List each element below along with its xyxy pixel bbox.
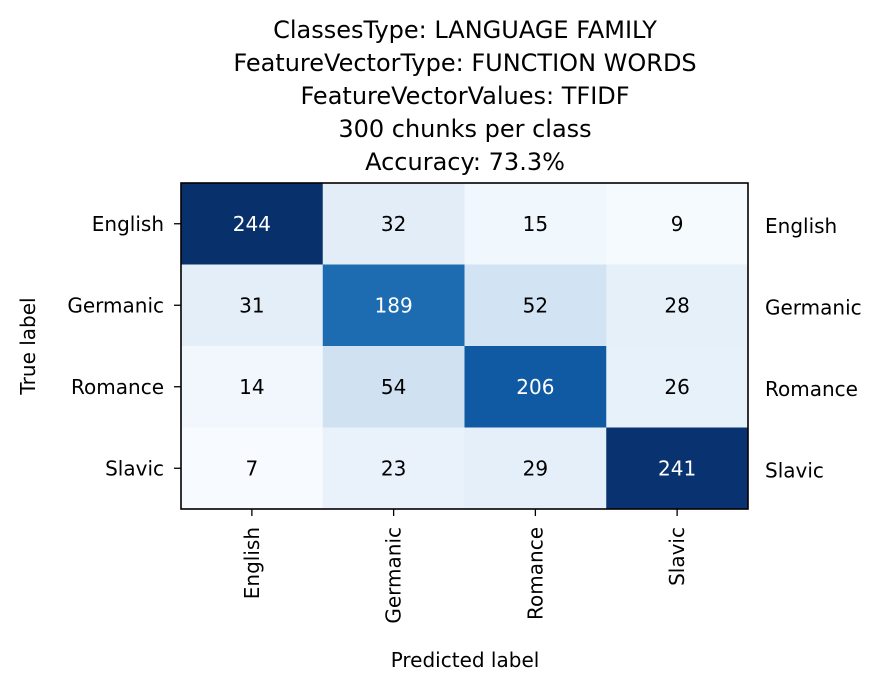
x-tick-label: English bbox=[240, 527, 264, 599]
cell-value-label: 15 bbox=[523, 212, 548, 236]
heatmap-cell bbox=[464, 183, 607, 265]
heatmap-cell bbox=[464, 427, 607, 510]
heatmap-cell bbox=[606, 427, 749, 510]
cell-value-label: 244 bbox=[233, 212, 271, 236]
title-line: 300 chunks per class bbox=[338, 115, 591, 143]
title-line: ClassesType: LANGUAGE FAMILY bbox=[273, 16, 657, 44]
cell-value-label: 31 bbox=[239, 293, 264, 317]
cell-value-label: 9 bbox=[671, 212, 684, 236]
cell-value-label: 32 bbox=[381, 212, 406, 236]
heatmap-cell bbox=[322, 183, 465, 265]
x-tick-label: Germanic bbox=[382, 527, 406, 624]
chart-title: ClassesType: LANGUAGE FAMILY FeatureVecto… bbox=[233, 16, 696, 176]
y-tick-label: English bbox=[92, 212, 164, 236]
heatmap-cell bbox=[322, 264, 465, 347]
cell-value-label: 241 bbox=[658, 456, 696, 480]
x-tick-label: Slavic bbox=[665, 527, 689, 586]
right-row-label: Romance bbox=[765, 377, 858, 401]
heatmap-cell bbox=[464, 264, 607, 347]
heatmap-cell bbox=[181, 427, 324, 510]
y-tick-label: Slavic bbox=[105, 456, 164, 480]
right-row-label: English bbox=[765, 214, 837, 238]
cell-value-label: 26 bbox=[664, 375, 689, 399]
cell-value-label: 7 bbox=[246, 456, 259, 480]
heatmap-cell bbox=[322, 346, 465, 428]
cell-value-label: 28 bbox=[664, 293, 689, 317]
heatmap-cell bbox=[181, 183, 324, 265]
right-row-label: Slavic bbox=[765, 458, 824, 482]
heatmap-cell bbox=[181, 264, 324, 347]
y-tick-label: Germanic bbox=[67, 293, 164, 317]
cell-value-label: 189 bbox=[375, 293, 413, 317]
plot-frame bbox=[180, 182, 749, 510]
cell-value-label: 14 bbox=[239, 375, 264, 399]
cell-value-label: 29 bbox=[523, 456, 548, 480]
cell-value-label: 23 bbox=[381, 456, 406, 480]
heatmap-cell bbox=[322, 427, 465, 510]
axis-ticks: English Germanic Romance Slavic English Germa… bbox=[67, 212, 861, 624]
cell-value-label: 54 bbox=[381, 375, 406, 399]
title-line: Accuracy: 73.3% bbox=[365, 148, 565, 176]
x-tick-label: Romance bbox=[523, 527, 547, 620]
y-tick-label: Romance bbox=[71, 375, 164, 399]
heatmap-cells: 244 32 15 9 31 189 52 28 14 54 206 26 7 23 29 241 bbox=[181, 183, 749, 510]
heatmap-cell bbox=[606, 183, 749, 265]
x-axis-label: Predicted label bbox=[391, 648, 540, 672]
cell-value-label: 52 bbox=[523, 293, 548, 317]
cell-value-label: 206 bbox=[516, 375, 554, 399]
heatmap-cell bbox=[181, 346, 324, 428]
right-row-label: Germanic bbox=[765, 295, 862, 319]
title-line: FeatureVectorType: FUNCTION WORDS bbox=[233, 49, 696, 77]
heatmap-cell bbox=[606, 346, 749, 428]
heatmap-cell bbox=[606, 264, 749, 347]
y-axis-label: True label bbox=[16, 297, 40, 395]
heatmap-cell bbox=[464, 346, 607, 428]
title-line: FeatureVectorValues: TFIDF bbox=[300, 82, 629, 110]
